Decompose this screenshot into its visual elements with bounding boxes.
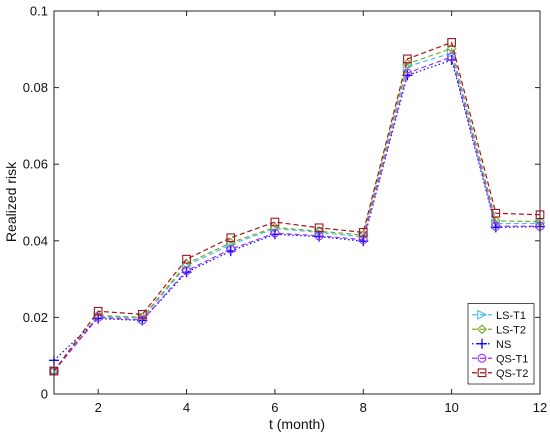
legend-item-qs-t1: QS-T1 <box>472 353 528 365</box>
legend-marker-qs-t2 <box>477 368 487 378</box>
series-layer <box>49 38 546 377</box>
tick-labels: 2 4 6 8 10 12 0 0.02 0.04 0.06 0.08 0.1 <box>23 4 548 416</box>
legend-item-qs-t2: QS-T2 <box>472 368 528 380</box>
legend-item-ls-t1: LS-T1 <box>472 309 526 322</box>
legend-label: LS-T1 <box>496 310 526 322</box>
data-point-qs-t2 <box>491 208 501 218</box>
data-point-qs-t2 <box>447 38 456 47</box>
x-tick-label: 4 <box>183 400 190 415</box>
legend-item-ls-t2: LS-T2 <box>472 324 526 336</box>
data-point-qs-t1 <box>270 228 280 238</box>
legend: LS-T1 LS-T2 NS QS-T1 QS-T2 <box>467 303 535 385</box>
y-tick-label: 0.06 <box>23 157 48 172</box>
y-tick-label: 0 <box>41 387 48 402</box>
series-qs-t2 <box>49 38 545 376</box>
x-tick-label: 8 <box>360 400 367 415</box>
data-point-qs-t2 <box>270 217 280 227</box>
legend-marker-ls-t1 <box>477 309 488 320</box>
series-line-ls-t2 <box>53 47 541 372</box>
series-line-ns <box>53 59 541 361</box>
legend-marker-qs-t1 <box>477 353 487 363</box>
data-point-qs-t1 <box>447 52 457 62</box>
plot-background <box>54 11 540 394</box>
y-tick-label: 0.08 <box>23 80 48 95</box>
legend-label: QS-T1 <box>496 353 528 365</box>
legend-item-ns: NS <box>472 338 511 351</box>
plot-frame <box>53 10 541 395</box>
x-tick-label: 10 <box>444 400 458 415</box>
x-tick-label: 2 <box>95 400 102 415</box>
y-tick-label: 0.02 <box>23 310 48 325</box>
data-point-qs-t2 <box>138 309 147 319</box>
y-tick-label: 0.04 <box>23 233 48 248</box>
legend-marker-ls-t2 <box>477 324 487 335</box>
x-axis-label: t (month) <box>269 416 325 432</box>
data-point-qs-t2 <box>93 306 103 316</box>
data-point-qs-t2 <box>403 54 412 64</box>
series-line-qs-t2 <box>53 41 541 372</box>
y-tick-label: 0.1 <box>30 4 48 19</box>
data-point-qs-t2 <box>358 228 368 237</box>
data-point-qs-t1 <box>137 315 147 325</box>
legend-marker-ns <box>477 338 487 349</box>
data-point-qs-t1 <box>182 266 191 276</box>
series-line-qs-t1 <box>53 56 540 372</box>
data-point-qs-t2 <box>314 223 324 233</box>
y-axis-label: Realized risk <box>3 161 19 242</box>
x-tick-label: 6 <box>271 400 278 415</box>
data-point-qs-t2 <box>226 233 236 243</box>
legend-label: NS <box>496 339 511 351</box>
data-point-qs-t2 <box>182 254 191 264</box>
x-tick-label: 12 <box>533 400 547 415</box>
data-point-qs-t1 <box>226 244 236 254</box>
legend-label: LS-T2 <box>496 324 526 336</box>
series-line-ls-t1 <box>53 52 540 372</box>
legend-label: QS-T2 <box>496 368 528 380</box>
data-point-qs-t1 <box>491 221 501 231</box>
